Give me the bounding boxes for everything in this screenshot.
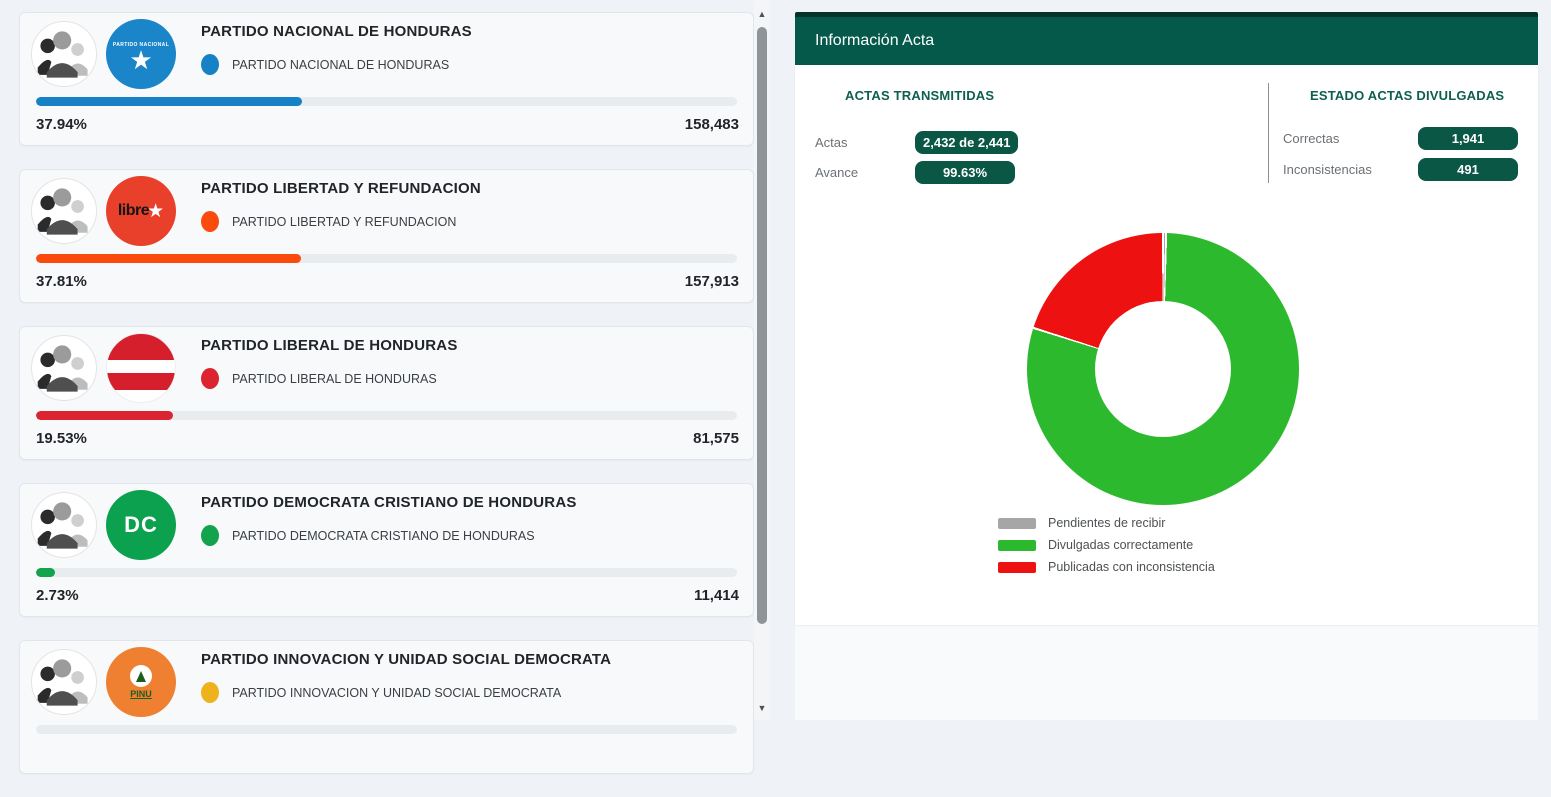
party-card-pnh: PARTIDO NACIONAL ★ PARTIDO NACIONAL DE H… [19, 12, 754, 146]
people-group-icon [31, 178, 97, 244]
progress-fill [36, 411, 173, 420]
party-title: PARTIDO INNOVACION Y UNIDAD SOCIAL DEMOC… [201, 651, 612, 668]
party-legend-label: PARTIDO DEMOCRATA CRISTIANO DE HONDURAS [232, 528, 535, 543]
party-card-libre: libre ★ PARTIDO LIBERTAD Y REFUNDACION P… [19, 169, 754, 303]
stat-label-actas: Actas [815, 135, 848, 150]
party-legend-label: PARTIDO INNOVACION Y UNIDAD SOCIAL DEMOC… [232, 685, 562, 700]
progress-fill [36, 568, 56, 577]
party-color-dot [201, 211, 219, 232]
donut-legend: Pendientes de recibir Divulgadas correct… [998, 512, 1215, 578]
stat-label-avance: Avance [815, 165, 859, 180]
party-legend-label: PARTIDO NACIONAL DE HONDURAS [232, 57, 450, 72]
party-color-dot [201, 682, 219, 703]
progress-track [36, 254, 737, 263]
progress-fill [36, 254, 302, 263]
stat-badge-actas: 2,432 de 2,441 [915, 131, 1019, 154]
stat-label-inconsistencias: Inconsistencias [1283, 162, 1372, 177]
party-card-pdc: DC PARTIDO DEMOCRATA CRISTIANO DE HONDUR… [19, 483, 754, 617]
progress-track [36, 568, 737, 577]
legend-swatch-gray [998, 517, 1036, 529]
party-logo-pdc-icon: DC [106, 490, 176, 560]
panel-title: Información Acta [815, 32, 935, 49]
progress-track [36, 97, 737, 106]
party-title: PARTIDO DEMOCRATA CRISTIANO DE HONDURAS [201, 494, 577, 511]
percent-label: 2.73% [36, 587, 79, 604]
actas-donut-chart [1027, 233, 1299, 505]
progress-track [36, 411, 737, 420]
progress-fill [36, 97, 302, 106]
donut-hole [1095, 301, 1231, 437]
star-icon: ★ [129, 45, 153, 75]
percent-label: 19.53% [36, 430, 87, 447]
sunburst-tree-icon [130, 665, 152, 687]
vertical-divider [1268, 83, 1269, 183]
party-color-dot [201, 368, 219, 389]
party-logo-libre-icon: libre ★ [106, 176, 176, 246]
percent-label: 37.94% [36, 116, 87, 133]
votes-label: 157,913 [684, 273, 739, 290]
stat-label-correctas: Correctas [1283, 131, 1340, 146]
party-title: PARTIDO LIBERAL DE HONDURAS [201, 337, 458, 354]
stat-badge-correctas: 1,941 [1418, 127, 1518, 150]
people-group-icon [31, 335, 97, 401]
scroll-down-button[interactable]: ▼ [757, 703, 767, 713]
party-logo-plh-icon [106, 333, 176, 403]
party-logo-pinu-icon: PINU [106, 647, 176, 717]
progress-track [36, 725, 737, 734]
legend-item-divulgadas: Divulgadas correctamente [998, 534, 1215, 556]
party-results-list: PARTIDO NACIONAL ★ PARTIDO NACIONAL DE H… [19, 12, 754, 797]
votes-label: 81,575 [693, 430, 739, 447]
people-group-icon [31, 649, 97, 715]
acta-info-panel: Información Acta ACTAS TRANSMITIDAS ESTA… [795, 12, 1538, 720]
vertical-scrollbar[interactable]: ▲ ▼ [754, 0, 770, 720]
party-title: PARTIDO NACIONAL DE HONDURAS [201, 23, 472, 40]
party-title: PARTIDO LIBERTAD Y REFUNDACION [201, 180, 481, 197]
votes-label: 158,483 [684, 116, 739, 133]
section-heading-divulgadas: ESTADO ACTAS DIVULGADAS [1310, 88, 1505, 103]
party-legend-label: PARTIDO LIBERTAD Y REFUNDACION [232, 214, 457, 229]
legend-item-pendientes: Pendientes de recibir [998, 512, 1215, 534]
panel-header: Información Acta [795, 12, 1538, 65]
party-legend-label: PARTIDO LIBERAL DE HONDURAS [232, 371, 437, 386]
star-icon: ★ [147, 200, 165, 222]
party-color-dot [201, 54, 219, 75]
legend-swatch-red [998, 561, 1036, 573]
party-card-plh: PARTIDO LIBERAL DE HONDURAS PARTIDO LIBE… [19, 326, 754, 460]
votes-label: 11,414 [693, 587, 739, 604]
scroll-up-button[interactable]: ▲ [757, 9, 767, 19]
stat-badge-inconsistencias: 491 [1418, 158, 1518, 181]
people-group-icon [31, 492, 97, 558]
panel-body: ACTAS TRANSMITIDAS ESTADO ACTAS DIVULGAD… [795, 65, 1538, 625]
party-logo-pnh-icon: PARTIDO NACIONAL ★ [106, 19, 176, 89]
percent-label: 37.81% [36, 273, 87, 290]
section-heading-transmitidas: ACTAS TRANSMITIDAS [845, 88, 995, 103]
party-card-pinu: PINU PARTIDO INNOVACION Y UNIDAD SOCIAL … [19, 640, 754, 774]
stat-badge-avance: 99.63% [915, 161, 1015, 184]
party-color-dot [201, 525, 219, 546]
panel-footer [795, 625, 1538, 720]
people-group-icon [31, 21, 97, 87]
legend-swatch-green [998, 539, 1036, 551]
legend-item-inconsistencia: Publicadas con inconsistencia [998, 556, 1215, 578]
scroll-thumb[interactable] [757, 27, 767, 624]
